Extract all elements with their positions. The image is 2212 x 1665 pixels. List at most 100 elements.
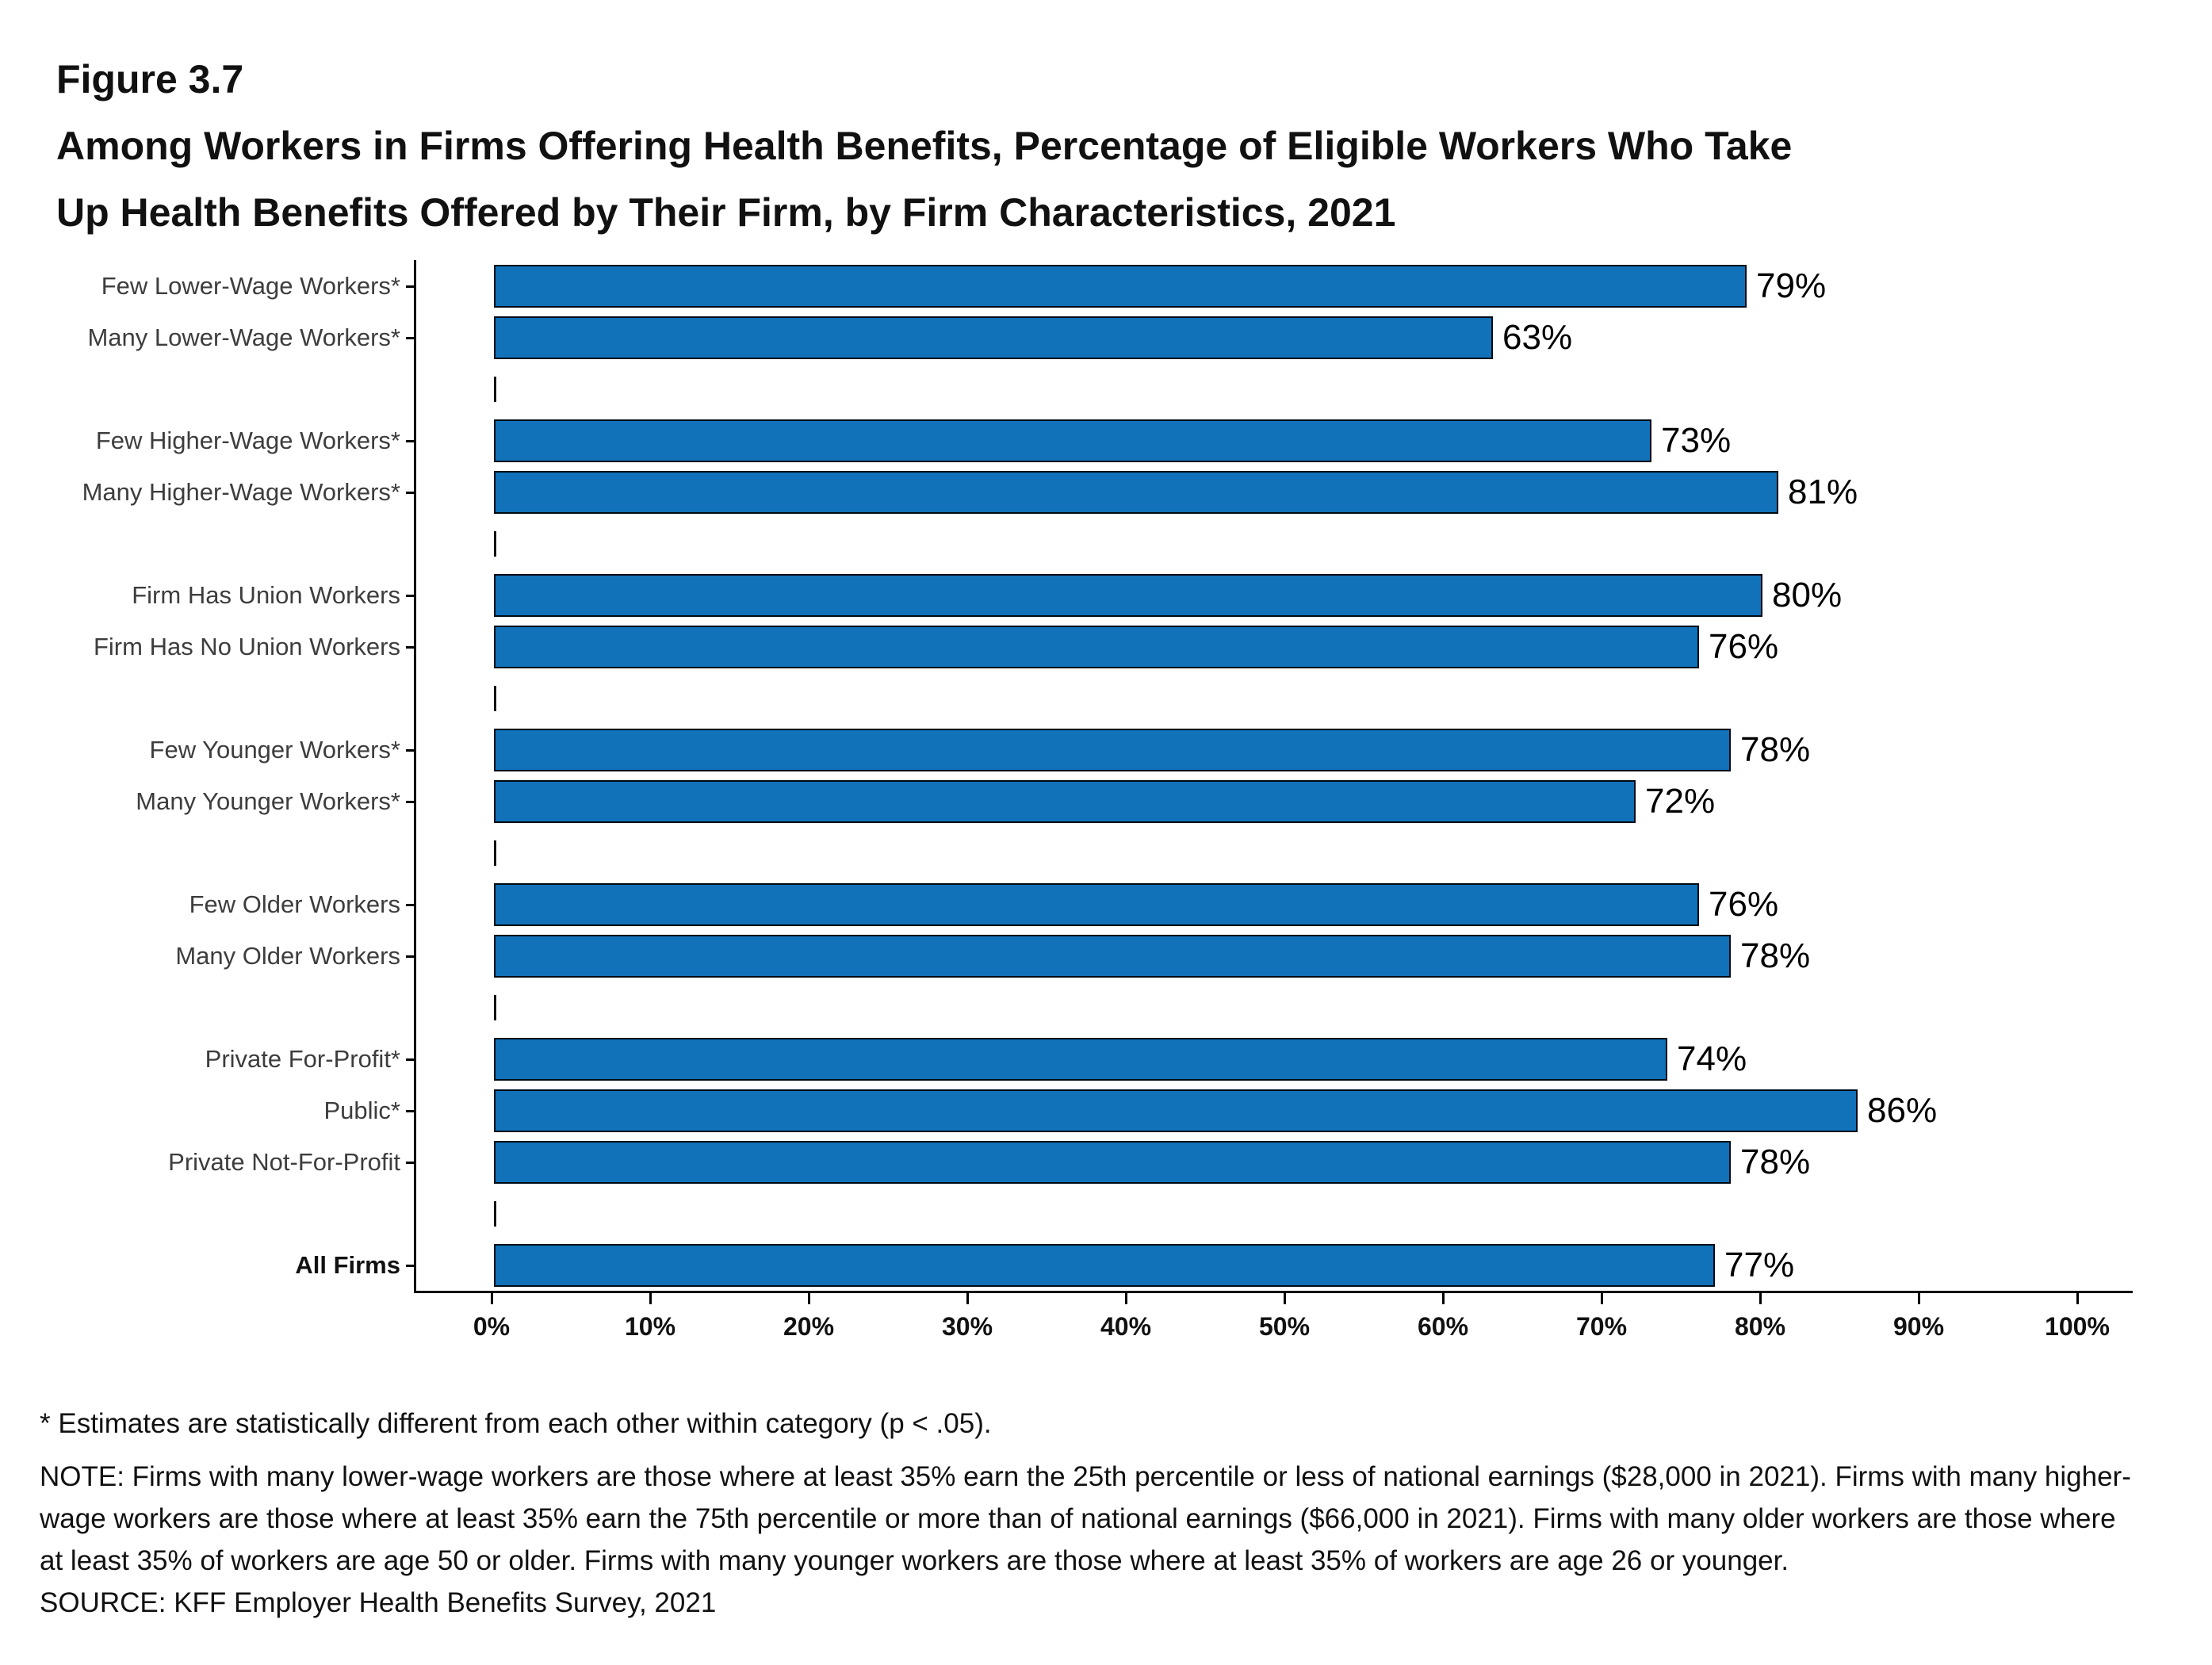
zero-bar-mark (494, 685, 496, 711)
y-axis-tick (406, 800, 416, 803)
value-label: 86% (1867, 1090, 1938, 1130)
value-label: 74% (1677, 1039, 1747, 1078)
footnote-note: NOTE: Firms with many lower-wage workers… (40, 1461, 2131, 1576)
y-axis-tick (406, 594, 416, 597)
y-axis-tick (406, 748, 416, 752)
x-axis-tick (1601, 1293, 1603, 1304)
value-label: 63% (1502, 317, 1573, 357)
y-axis-tick (406, 1161, 416, 1164)
x-axis-label: 70% (1575, 1312, 1628, 1341)
footnotes: * Estimates are statistically different … (0, 1403, 2172, 1624)
x-axis-tick (491, 1293, 493, 1304)
group-gap (416, 363, 2133, 415)
bar (494, 625, 1699, 668)
bar (494, 573, 1762, 617)
bar-row: Few Higher-Wage Workers* 73% (96, 415, 2133, 466)
bar-row: Many Higher-Wage Workers* 81% (82, 466, 2133, 518)
category-label: Many Younger Workers* (136, 787, 400, 815)
category-label: Few Lower-Wage Workers* (101, 271, 400, 300)
bar-row: Private For-Profit* 74% (205, 1033, 2133, 1085)
x-axis-tick (649, 1293, 652, 1304)
x-axis-label: 20% (783, 1312, 835, 1341)
figure-number: Figure 3.7 (56, 57, 244, 101)
y-axis-tick (406, 645, 416, 649)
bar (494, 1140, 1731, 1184)
value-label: 72% (1645, 781, 1716, 821)
bar (494, 1243, 1715, 1287)
category-label: Private For-Profit* (205, 1044, 400, 1073)
zero-bar-mark (494, 1200, 496, 1227)
bar-row: Few Younger Workers* 78% (150, 724, 2133, 775)
bar (494, 470, 1778, 514)
value-label: 78% (1740, 1142, 1811, 1181)
x-axis-label: 50% (1258, 1312, 1311, 1341)
y-axis-tick (406, 1109, 416, 1112)
category-label: Private Not-For-Profit (168, 1147, 400, 1176)
bar (494, 264, 1747, 308)
bar (494, 882, 1699, 926)
value-label: 73% (1661, 420, 1732, 460)
x-axis-label: 10% (624, 1312, 676, 1341)
group-gap (416, 518, 2133, 569)
bar (494, 728, 1731, 771)
y-axis-tick (406, 903, 416, 906)
category-label: Many Lower-Wage Workers* (87, 323, 400, 351)
x-axis-tick (1442, 1293, 1445, 1304)
x-axis: 0% 10% 20% 30% 40% 50% 60% 70% 80% 90% 100% (414, 1293, 2133, 1361)
bar (494, 779, 1636, 823)
x-axis-label: 90% (1892, 1312, 1945, 1341)
bar-row: Public* 86% (324, 1085, 2133, 1136)
category-label: Few Higher-Wage Workers* (95, 426, 400, 454)
value-label: 76% (1709, 626, 1779, 666)
x-axis-tick (966, 1293, 969, 1304)
category-label: Many Older Workers (175, 941, 400, 970)
bar-row: Many Older Workers 78% (175, 930, 2133, 982)
category-label: Public* (323, 1096, 401, 1124)
y-axis-tick (406, 439, 416, 442)
bar-row: All Firms 77% (295, 1239, 2133, 1291)
value-label: 81% (1788, 472, 1858, 511)
bar (494, 934, 1731, 978)
y-axis-tick (406, 1264, 416, 1267)
bar-chart: Few Lower-Wage Workers* 79% Many Lower-Wag… (0, 260, 2212, 1361)
category-label: Few Older Workers (189, 890, 400, 918)
group-gap (416, 982, 2133, 1033)
value-label: 79% (1756, 266, 1827, 305)
x-axis-label: 80% (1734, 1312, 1786, 1341)
value-label: 78% (1740, 936, 1811, 975)
group-gap (416, 1188, 2133, 1239)
x-axis-tick (1759, 1293, 1762, 1304)
group-gap (416, 672, 2133, 724)
bar (494, 316, 1493, 359)
value-label: 77% (1724, 1245, 1795, 1284)
x-axis-label: 100% (2045, 1312, 2110, 1341)
bar (494, 1089, 1858, 1132)
x-axis-tick (1918, 1293, 1920, 1304)
bar-row: Many Lower-Wage Workers* 63% (87, 312, 2133, 363)
category-label: Firm Has Union Workers (132, 580, 400, 609)
y-axis-tick (406, 955, 416, 958)
y-axis-tick (406, 336, 416, 339)
category-label: Many Higher-Wage Workers* (82, 477, 400, 506)
value-label: 76% (1709, 884, 1779, 924)
bar-row: Firm Has Union Workers 80% (132, 569, 2133, 621)
y-axis-tick (406, 1058, 416, 1061)
zero-bar-mark (494, 376, 496, 402)
x-axis-tick (1125, 1293, 1127, 1304)
footnote-source: SOURCE: KFF Employer Health Benefits Sur… (40, 1587, 717, 1618)
value-label: 80% (1772, 575, 1843, 614)
plot-area: Few Lower-Wage Workers* 79% Many Lower-Wag… (82, 260, 2133, 1293)
value-label: 78% (1740, 729, 1811, 769)
x-axis-label: 30% (941, 1312, 993, 1341)
figure-title-line-1: Among Workers in Firms Offering Health B… (56, 124, 1793, 168)
zero-bar-mark (494, 530, 496, 557)
category-label: All Firms (295, 1250, 400, 1279)
bar-row: Firm Has No Union Workers 76% (94, 621, 2133, 672)
footnote-significance: * Estimates are statistically different … (40, 1408, 992, 1439)
category-label: Few Younger Workers* (149, 735, 400, 764)
x-axis-label: 60% (1417, 1312, 1469, 1341)
group-gap (416, 827, 2133, 878)
x-axis-label: 0% (473, 1312, 511, 1341)
bar-row: Few Older Workers 76% (189, 878, 2133, 930)
